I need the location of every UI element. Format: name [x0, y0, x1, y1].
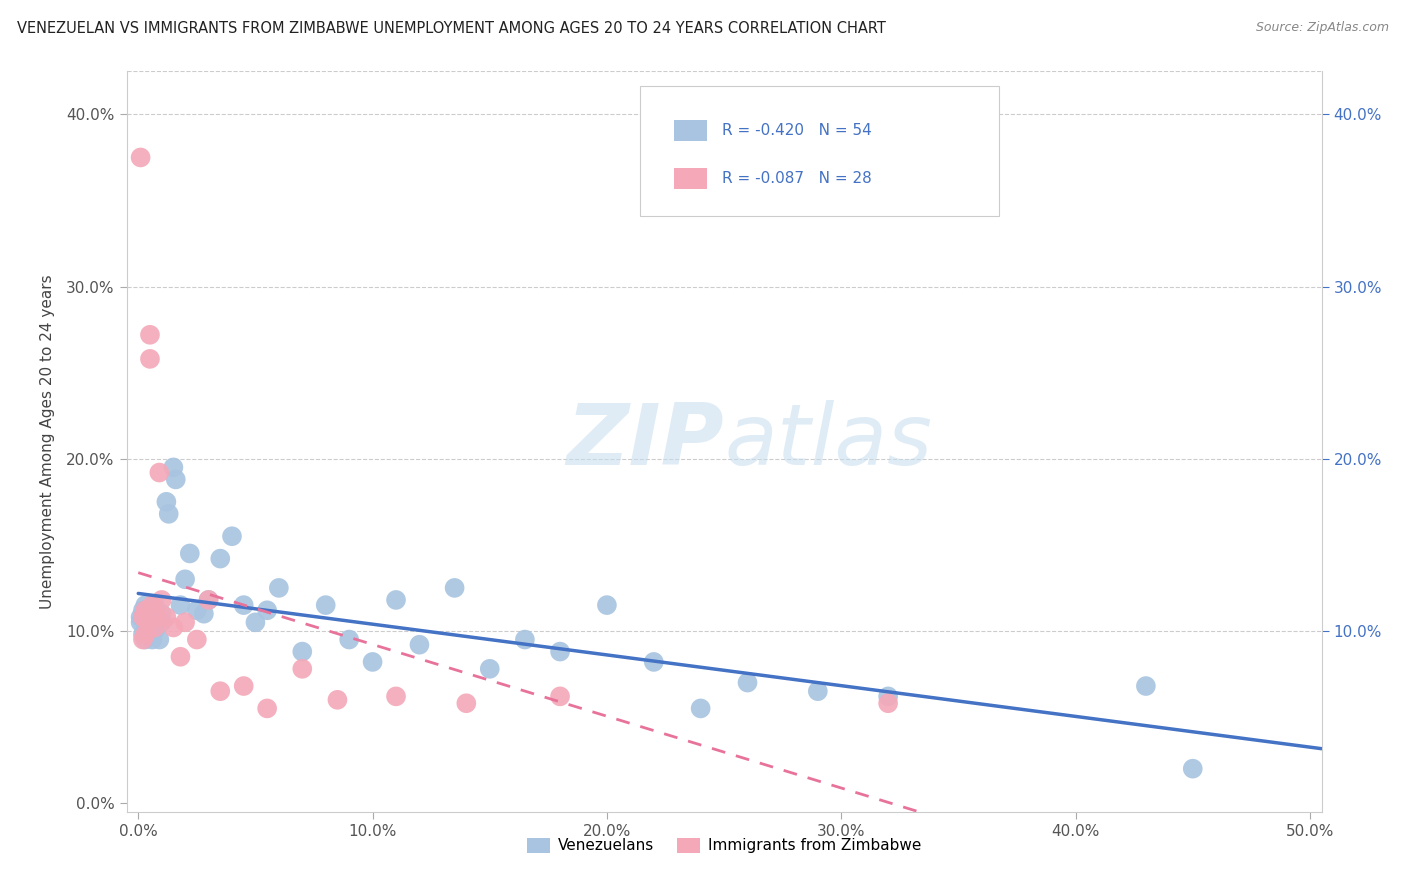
Point — [478, 662, 501, 676]
Point — [807, 684, 830, 698]
Point — [143, 620, 166, 634]
Point — [256, 603, 278, 617]
Point — [129, 610, 152, 624]
Point — [315, 598, 337, 612]
Point — [134, 598, 156, 612]
Point — [361, 655, 384, 669]
Point — [385, 593, 408, 607]
Legend: Venezuelans, Immigrants from Zimbabwe: Venezuelans, Immigrants from Zimbabwe — [522, 831, 927, 860]
Point — [291, 662, 314, 676]
Point — [209, 684, 232, 698]
Point — [245, 615, 267, 630]
Point — [143, 624, 166, 638]
Point — [162, 620, 184, 634]
FancyBboxPatch shape — [640, 87, 998, 216]
Point — [169, 649, 191, 664]
Point — [162, 460, 184, 475]
Point — [174, 615, 197, 630]
Point — [146, 610, 169, 624]
Point — [232, 598, 254, 612]
Point — [256, 701, 278, 715]
Point — [174, 572, 197, 586]
Point — [267, 581, 290, 595]
Point — [408, 638, 430, 652]
Point — [1181, 762, 1204, 776]
Point — [132, 632, 155, 647]
Point — [737, 675, 759, 690]
Point — [136, 615, 159, 630]
Point — [143, 598, 166, 612]
Text: R = -0.087   N = 28: R = -0.087 N = 28 — [721, 171, 872, 186]
Point — [337, 632, 360, 647]
Point — [456, 696, 478, 710]
Point — [221, 529, 243, 543]
Point — [169, 598, 191, 612]
Point — [148, 632, 170, 647]
Point — [209, 551, 232, 566]
Point — [385, 690, 408, 704]
Point — [129, 615, 152, 630]
Y-axis label: Unemployment Among Ages 20 to 24 years: Unemployment Among Ages 20 to 24 years — [41, 274, 55, 609]
Point — [1135, 679, 1157, 693]
Point — [136, 627, 159, 641]
Point — [139, 607, 162, 621]
Point — [141, 598, 163, 612]
Point — [291, 644, 314, 658]
Point — [155, 610, 177, 624]
Point — [179, 546, 201, 560]
Point — [186, 603, 208, 617]
Point — [548, 690, 571, 704]
Point — [134, 610, 156, 624]
Point — [139, 351, 162, 366]
Point — [150, 607, 173, 621]
Point — [596, 598, 619, 612]
Point — [877, 690, 900, 704]
Text: VENEZUELAN VS IMMIGRANTS FROM ZIMBABWE UNEMPLOYMENT AMONG AGES 20 TO 24 YEARS CO: VENEZUELAN VS IMMIGRANTS FROM ZIMBABWE U… — [17, 21, 886, 36]
Point — [146, 610, 169, 624]
Point — [232, 679, 254, 693]
Point — [643, 655, 665, 669]
Point — [132, 610, 155, 624]
Point — [548, 644, 571, 658]
Bar — [673, 120, 707, 141]
Point — [186, 632, 208, 647]
Point — [326, 693, 349, 707]
Point — [689, 701, 711, 715]
Point — [134, 627, 156, 641]
Point — [141, 610, 163, 624]
Point — [155, 495, 177, 509]
Bar — [673, 168, 707, 189]
Point — [193, 607, 215, 621]
Text: atlas: atlas — [724, 400, 932, 483]
Point — [139, 620, 162, 634]
Point — [877, 696, 900, 710]
Point — [136, 603, 159, 617]
Text: ZIP: ZIP — [567, 400, 724, 483]
Point — [132, 603, 155, 617]
Point — [136, 615, 159, 630]
Point — [132, 627, 155, 641]
Point — [129, 151, 152, 165]
Point — [157, 507, 180, 521]
Point — [443, 581, 465, 595]
Point — [134, 603, 156, 617]
Point — [197, 593, 219, 607]
Point — [150, 593, 173, 607]
Point — [150, 615, 173, 630]
Point — [197, 593, 219, 607]
Point — [165, 472, 187, 486]
Text: R = -0.420   N = 54: R = -0.420 N = 54 — [721, 123, 872, 137]
Point — [134, 632, 156, 647]
Point — [141, 632, 163, 647]
Point — [513, 632, 536, 647]
Point — [148, 466, 170, 480]
Text: Source: ZipAtlas.com: Source: ZipAtlas.com — [1256, 21, 1389, 34]
Point — [139, 327, 162, 342]
